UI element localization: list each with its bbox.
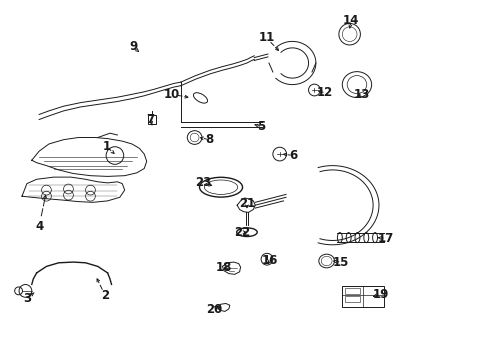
Text: 20: 20 [205, 303, 222, 316]
Text: 6: 6 [289, 149, 297, 162]
Text: 8: 8 [205, 133, 213, 146]
Bar [344, 296, 360, 302]
Text: 13: 13 [353, 88, 369, 101]
Text: 4: 4 [35, 220, 43, 233]
Text: 17: 17 [376, 232, 393, 245]
Text: 23: 23 [194, 176, 211, 189]
Bar [344, 288, 360, 294]
Text: 21: 21 [238, 197, 255, 210]
Text: 3: 3 [23, 292, 31, 305]
Bar [342, 286, 383, 307]
Text: 15: 15 [332, 256, 349, 269]
Bar [147, 115, 156, 124]
Text: 18: 18 [215, 261, 232, 274]
Text: 9: 9 [129, 40, 137, 53]
Text: 19: 19 [371, 288, 388, 301]
Text: 14: 14 [342, 14, 359, 27]
Text: 5: 5 [257, 120, 265, 133]
Text: 22: 22 [233, 226, 250, 239]
Text: 2: 2 [101, 289, 109, 302]
Text: 10: 10 [163, 88, 180, 101]
Text: 1: 1 [102, 140, 110, 153]
Text: 16: 16 [261, 255, 278, 267]
Text: 7: 7 [146, 113, 154, 126]
Text: 12: 12 [316, 86, 333, 99]
Text: 11: 11 [258, 31, 274, 44]
